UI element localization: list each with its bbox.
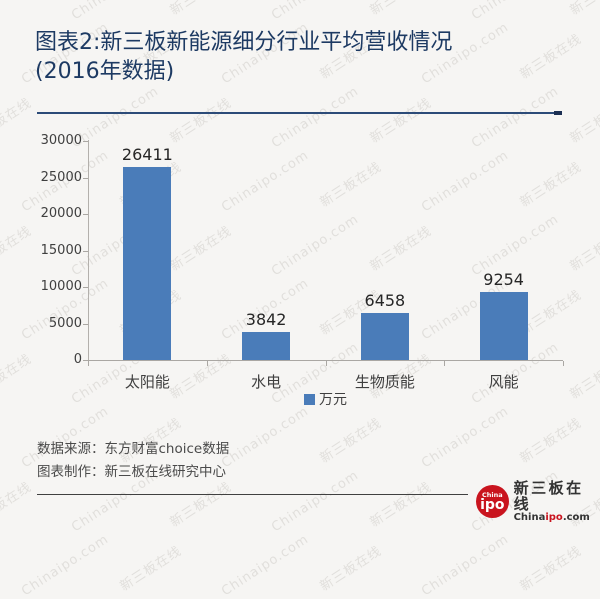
watermark-text: Chinaipo.com bbox=[19, 531, 112, 599]
logo-badge-main-text: ipo bbox=[480, 497, 505, 513]
watermark-text: Chinaipo.com bbox=[419, 531, 512, 599]
y-axis-line bbox=[88, 140, 89, 360]
y-axis-label: 5000 bbox=[48, 315, 82, 331]
logo-domain-suffix: .com bbox=[562, 512, 590, 523]
page-title-line2: (2016年数据) bbox=[35, 59, 175, 84]
page-title: 图表2:新三板新能源细分行业平均营收情况 (2016年数据) bbox=[35, 28, 575, 86]
x-axis-tick bbox=[88, 361, 89, 366]
data-source-note: 数据来源：东方财富choice数据 bbox=[37, 441, 230, 457]
y-axis-tick bbox=[83, 360, 88, 361]
chinaipo-logo: China ipo 新三板在线 Chinaipo.com bbox=[476, 480, 600, 523]
x-axis-tick bbox=[325, 361, 327, 366]
y-axis-tick bbox=[83, 287, 88, 288]
footer-divider bbox=[37, 494, 468, 495]
chart-legend: 万元 bbox=[88, 389, 563, 409]
x-axis-tick bbox=[563, 361, 564, 366]
logo-domain-mid: ipo bbox=[545, 512, 563, 523]
bar-水电 bbox=[242, 331, 291, 360]
y-axis-tick bbox=[83, 323, 88, 325]
x-axis-line bbox=[88, 360, 563, 361]
y-axis-tick bbox=[83, 141, 88, 142]
footer-notes: 数据来源：东方财富choice数据 图表制作：新三板在线研究中心 bbox=[37, 438, 229, 484]
bar-value-label: 26411 bbox=[121, 145, 173, 165]
chart-maker-note: 图表制作：新三板在线研究中心 bbox=[37, 464, 226, 480]
logo-text-block: 新三板在线 Chinaipo.com bbox=[514, 480, 600, 523]
title-underline bbox=[37, 111, 562, 115]
bar-value-label: 6458 bbox=[364, 290, 406, 310]
watermark-text: 新三板在线 bbox=[317, 543, 385, 595]
x-axis-category-label: 太阳能 bbox=[124, 373, 170, 391]
logo-domain-prefix: China bbox=[513, 512, 546, 523]
x-axis-category-label: 风能 bbox=[488, 373, 519, 391]
bar-value-label: 3842 bbox=[245, 309, 287, 329]
y-axis-tick bbox=[83, 214, 88, 215]
logo-badge-icon: China ipo bbox=[476, 485, 509, 518]
y-axis-label: 20000 bbox=[40, 206, 82, 221]
bar-value-label: 9254 bbox=[483, 270, 524, 290]
logo-badge-top-text: China bbox=[481, 491, 503, 499]
y-axis-tick bbox=[83, 177, 88, 179]
legend-label: 万元 bbox=[319, 392, 347, 408]
title-underline-endcap bbox=[554, 111, 562, 115]
x-axis-category-label: 生物质能 bbox=[354, 373, 415, 391]
bar-chart: 0 5000 10000 15000 20000 25000 30000 26411 太阳能 38… bbox=[40, 133, 564, 391]
watermark-text: 新三板在线 bbox=[517, 543, 585, 595]
legend-swatch bbox=[304, 393, 315, 405]
bar-太阳能 bbox=[123, 167, 172, 360]
y-axis-tick bbox=[83, 250, 88, 252]
logo-domain: Chinaipo.com bbox=[514, 512, 600, 523]
y-axis-label: 10000 bbox=[40, 279, 82, 294]
bar-生物质能 bbox=[360, 312, 409, 360]
y-axis-label: 30000 bbox=[40, 133, 82, 148]
page-title-line1: 图表2:新三板新能源细分行业平均营收情况 bbox=[35, 30, 453, 55]
x-axis-tick bbox=[206, 361, 208, 366]
bar-风能 bbox=[479, 292, 528, 360]
watermark-text: 新三板在线 bbox=[117, 543, 185, 595]
y-axis-label: 15000 bbox=[40, 242, 82, 258]
x-axis-tick bbox=[444, 361, 446, 366]
y-axis-label: 25000 bbox=[40, 169, 82, 185]
watermark-text: Chinaipo.com bbox=[219, 531, 312, 599]
logo-name-cn: 新三板在线 bbox=[513, 479, 584, 513]
x-axis-category-label: 水电 bbox=[251, 373, 282, 391]
y-axis-label: 0 bbox=[73, 352, 82, 367]
